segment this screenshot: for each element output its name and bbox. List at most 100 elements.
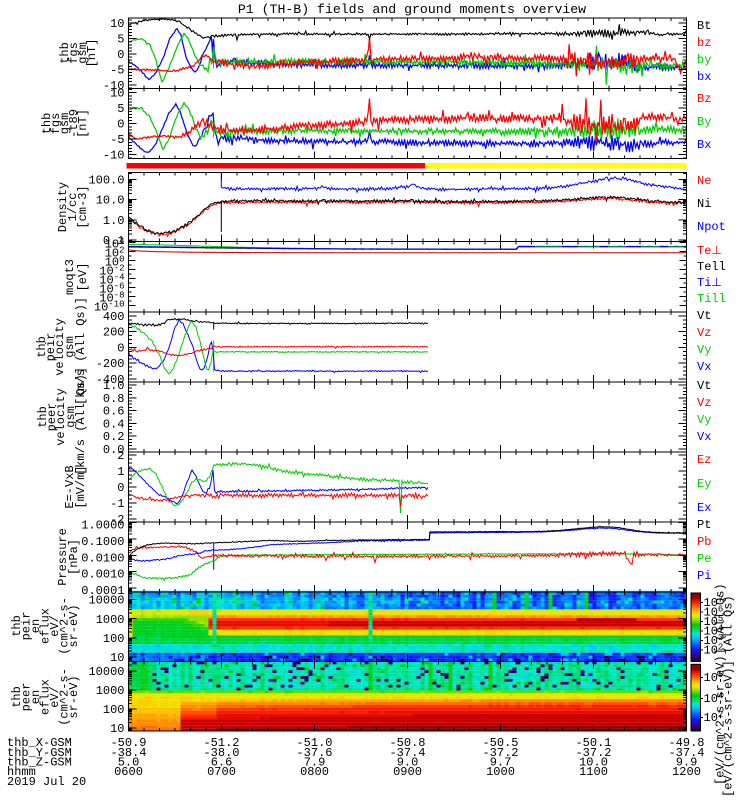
svg-text:9.7: 9.7 — [490, 756, 512, 770]
svg-text:gsm: gsm — [58, 113, 72, 135]
svg-text:10: 10 — [110, 651, 124, 665]
svg-text:100: 100 — [103, 703, 125, 717]
svg-text:Ti⊥: Ti⊥ — [697, 276, 722, 290]
svg-text:E=-VxB: E=-VxB — [63, 465, 77, 508]
svg-text:Bz: Bz — [697, 92, 711, 106]
svg-text:-50.5: -50.5 — [482, 736, 518, 750]
svg-text:P1 (TH-B) fields and ground mo: P1 (TH-B) fields and ground moments over… — [238, 2, 586, 17]
svg-text:[cm-3]: [cm-3] — [76, 185, 90, 228]
svg-text:0700: 0700 — [207, 765, 236, 779]
svg-text:en: en — [29, 690, 43, 704]
svg-text:1000: 1000 — [486, 765, 515, 779]
svg-text:Ni: Ni — [697, 197, 711, 211]
svg-text:10000: 10000 — [88, 594, 124, 608]
svg-text:1/cc: 1/cc — [66, 193, 80, 222]
svg-text:-37.2: -37.2 — [482, 746, 518, 760]
svg-text:Ey: Ey — [697, 477, 711, 491]
svg-text:-5: -5 — [110, 63, 124, 77]
svg-text:-38.4: -38.4 — [110, 746, 146, 760]
svg-text:-51.0: -51.0 — [296, 736, 332, 750]
svg-text:1000: 1000 — [96, 684, 125, 698]
svg-text:Bx: Bx — [697, 138, 711, 152]
svg-text:0.0100: 0.0100 — [81, 551, 124, 565]
svg-text:-37.2: -37.2 — [575, 746, 611, 760]
svg-text:1.0: 1.0 — [103, 214, 125, 228]
svg-text:0: 0 — [117, 118, 124, 132]
svg-text:-50.8: -50.8 — [389, 736, 425, 750]
svg-text:0: 0 — [117, 48, 124, 62]
svg-text:velocity: velocity — [53, 318, 67, 376]
svg-text:-1: -1 — [110, 497, 124, 511]
svg-text:[km/s (All Qs)]: [km/s (All Qs)] — [74, 367, 88, 475]
svg-text:400: 400 — [103, 310, 125, 324]
svg-text:1000: 1000 — [96, 613, 125, 627]
svg-text:en: en — [29, 619, 43, 633]
svg-text:Ne: Ne — [697, 174, 711, 188]
svg-text:0.0010: 0.0010 — [81, 568, 124, 582]
svg-text:1: 1 — [117, 465, 124, 479]
svg-text:[eV/(cm^2-s-sr-eV)] (All Qs): [eV/(cm^2-s-sr-eV)] (All Qs) — [722, 595, 736, 797]
svg-text:moqt3: moqt3 — [63, 259, 77, 295]
svg-text:0.1: 0.1 — [103, 234, 125, 248]
svg-text:[nT]: [nT] — [85, 39, 99, 68]
svg-text:Vz: Vz — [697, 326, 711, 340]
svg-text:peir: peir — [44, 333, 58, 362]
svg-text:Vy: Vy — [697, 343, 711, 357]
svg-text:9.9: 9.9 — [676, 756, 698, 770]
svg-text:0.0: 0.0 — [103, 443, 125, 457]
svg-text:peer: peer — [45, 403, 59, 432]
svg-text:10.0: 10.0 — [96, 194, 125, 208]
svg-text:bz: bz — [697, 36, 711, 50]
svg-text:Till: Till — [697, 292, 726, 306]
svg-text:Density: Density — [56, 182, 70, 232]
svg-text:Vy: Vy — [697, 413, 711, 427]
svg-text:gsm: gsm — [63, 336, 77, 358]
svg-text:-t89: -t89 — [67, 109, 81, 138]
svg-text:Vt: Vt — [697, 309, 711, 323]
svg-text:100: 100 — [103, 632, 125, 646]
svg-text:eV/: eV/ — [48, 615, 62, 637]
svg-text:thb: thb — [10, 686, 24, 708]
svg-text:-49.8: -49.8 — [668, 736, 704, 750]
svg-text:Pressure: Pressure — [56, 528, 70, 586]
svg-text:Pe: Pe — [697, 552, 711, 566]
svg-text:hhmm: hhmm — [7, 765, 36, 779]
svg-text:2019 Jul 20: 2019 Jul 20 — [7, 775, 86, 789]
svg-text:-37.4: -37.4 — [389, 746, 425, 760]
svg-text:5.0: 5.0 — [118, 756, 140, 770]
svg-text:thb: thb — [58, 42, 72, 64]
svg-text:eflux: eflux — [39, 679, 53, 715]
svg-text:(cm^2-s-: (cm^2-s- — [58, 668, 72, 726]
svg-text:peer: peer — [20, 683, 34, 712]
svg-text:eflux: eflux — [39, 608, 53, 644]
svg-text:-5: -5 — [110, 133, 124, 147]
svg-text:0800: 0800 — [300, 765, 329, 779]
svg-text:-400: -400 — [96, 373, 125, 387]
svg-text:[nPa]: [nPa] — [67, 539, 81, 575]
svg-text:5: 5 — [117, 102, 124, 116]
svg-text:[km/s (All Qs)]: [km/s (All Qs)] — [74, 297, 88, 405]
svg-text:thb: thb — [40, 113, 54, 135]
svg-text:7.9: 7.9 — [304, 756, 326, 770]
svg-text:-37.6: -37.6 — [296, 746, 332, 760]
svg-text:bx: bx — [697, 70, 711, 84]
svg-text:9.0: 9.0 — [397, 756, 419, 770]
svg-text:Vz: Vz — [697, 396, 711, 410]
svg-text:-51.2: -51.2 — [203, 736, 239, 750]
svg-text:Vx: Vx — [697, 430, 711, 444]
svg-text:-37.4: -37.4 — [668, 746, 704, 760]
svg-text:0.4: 0.4 — [103, 417, 125, 431]
svg-text:thb: thb — [36, 406, 50, 428]
svg-text:10: 10 — [110, 722, 124, 736]
svg-text:gsm: gsm — [76, 42, 90, 64]
svg-text:Bt: Bt — [697, 19, 711, 33]
svg-text:gsm: gsm — [64, 406, 78, 428]
svg-text:Ez: Ez — [697, 453, 711, 467]
svg-text:-200: -200 — [96, 357, 125, 371]
svg-text:(cm^2-s-: (cm^2-s- — [58, 597, 72, 655]
svg-text:eV/: eV/ — [48, 686, 62, 708]
svg-text:10: 10 — [110, 87, 124, 101]
svg-text:6.6: 6.6 — [211, 756, 233, 770]
svg-text:2: 2 — [117, 449, 124, 463]
svg-text:10000: 10000 — [88, 665, 124, 679]
